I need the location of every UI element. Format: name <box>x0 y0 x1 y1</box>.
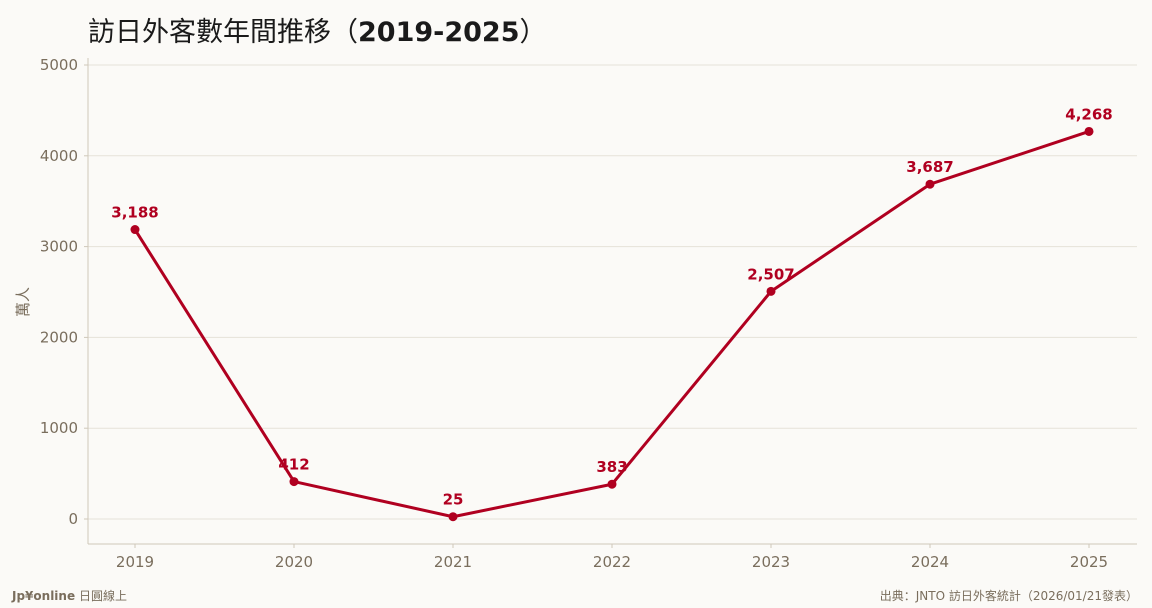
x-tick-label: 2020 <box>275 553 313 571</box>
data-label: 412 <box>278 456 309 474</box>
data-point <box>1084 126 1094 136</box>
chart-title-close: ） <box>519 17 547 48</box>
data-label: 383 <box>596 458 627 476</box>
brand-suffix: 日圓線上 <box>78 589 127 603</box>
y-tick-label: 3000 <box>40 238 78 256</box>
y-tick-label: 1000 <box>40 419 78 437</box>
chart-title-years: 2019-2025 <box>358 17 520 48</box>
chart-title: 訪日外客數年間推移（2019-2025） <box>88 10 547 49</box>
chart-title-main: 訪日外客數年間推移（ <box>88 17 358 48</box>
footer-brand: Jp¥online 日圓線上 <box>12 587 127 604</box>
data-point <box>607 479 617 489</box>
data-label: 3,687 <box>906 158 953 176</box>
x-tick-label: 2024 <box>911 553 949 571</box>
y-tick-label: 5000 <box>40 56 78 74</box>
data-point <box>130 225 140 235</box>
x-tick-label: 2022 <box>593 553 631 571</box>
y-tick-label: 0 <box>68 510 78 528</box>
y-tick-label: 2000 <box>40 328 78 346</box>
x-tick-label: 2025 <box>1070 553 1108 571</box>
data-label: 4,268 <box>1065 105 1112 123</box>
data-point <box>925 179 935 189</box>
x-tick-label: 2023 <box>752 553 790 571</box>
y-tick-label: 4000 <box>40 147 78 165</box>
data-point <box>289 477 299 487</box>
data-label: 2,507 <box>747 265 794 283</box>
x-tick-label: 2019 <box>116 553 154 571</box>
data-label: 25 <box>443 491 464 509</box>
x-tick-label: 2021 <box>434 553 472 571</box>
data-point <box>766 286 776 296</box>
data-point <box>448 512 458 522</box>
footer-source: 出典：JNTO 訪日外客統計（2026/01/21發表） <box>879 589 1138 603</box>
brand-name: Jp¥online <box>12 589 76 603</box>
data-label: 3,188 <box>111 204 158 222</box>
